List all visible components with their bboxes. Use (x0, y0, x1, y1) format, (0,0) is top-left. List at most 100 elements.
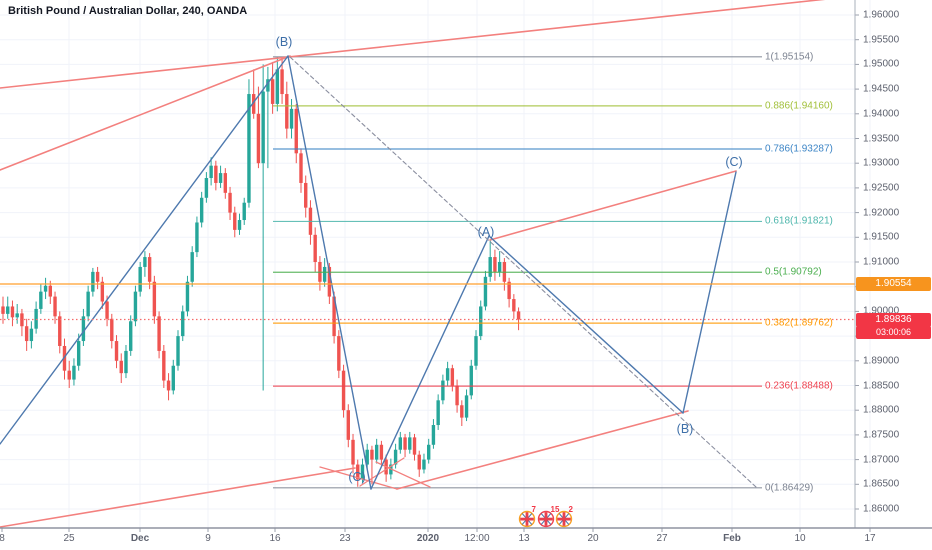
candle-body (275, 69, 280, 104)
candle (214, 160, 218, 191)
candle-body (412, 437, 417, 455)
candle-body (365, 449, 369, 465)
trend-line-support[interactable] (396, 410, 689, 490)
wave-line-b-to-c[interactable] (287, 55, 372, 490)
candle-body (58, 316, 62, 346)
trend-line-left[interactable] (0, 55, 291, 171)
candle (129, 315, 133, 356)
projection-dashed-line[interactable] (289, 56, 757, 488)
candle-body (370, 449, 374, 460)
candle-body (39, 291, 43, 309)
trend-line-mini-1[interactable] (319, 466, 398, 490)
candle-body (199, 197, 204, 223)
candle-body (403, 437, 407, 450)
candle (502, 258, 507, 291)
idea-marker[interactable]: 7 (518, 505, 537, 528)
candle-body (162, 350, 166, 381)
candle (233, 206, 237, 238)
wave-line-rally-to-b[interactable] (0, 55, 289, 445)
candle-body (356, 464, 360, 480)
idea-marker[interactable]: 2 (555, 505, 574, 528)
candle-body (24, 326, 29, 342)
candle (48, 280, 52, 304)
candle (374, 438, 379, 464)
candle (62, 338, 67, 380)
candle (43, 277, 48, 300)
candle (166, 373, 171, 401)
wave-label[interactable]: (C) (348, 470, 366, 484)
candle-body (209, 165, 213, 179)
candle-body (114, 341, 119, 361)
candle-body (110, 318, 114, 342)
candle-body (34, 308, 38, 329)
price-axis-label: 1.93500 (863, 133, 900, 144)
candle-body (214, 165, 218, 183)
candle-body (29, 328, 34, 342)
candle-body (143, 257, 147, 267)
time-axis-label: 8 (0, 533, 5, 544)
trend-line-a-to-c[interactable] (489, 170, 737, 241)
time-axis-label: Dec (130, 533, 150, 544)
time-axis-label: 20 (587, 533, 599, 544)
idea-marker-count: 15 (551, 505, 560, 514)
flag-cross-icon (557, 517, 571, 521)
candle (516, 307, 521, 331)
candle (15, 303, 19, 324)
candle-body (233, 212, 237, 230)
wave-label[interactable]: (C) (725, 155, 743, 169)
candle (427, 438, 431, 464)
wave-label[interactable]: (A) (477, 225, 495, 239)
candle-body (422, 459, 426, 470)
candle (422, 453, 426, 474)
candle (181, 305, 185, 342)
trend-line-mini-3[interactable] (375, 461, 431, 488)
candle (474, 330, 478, 370)
wave-line-c-to-a[interactable] (370, 235, 490, 490)
trend-line-mini-2[interactable] (359, 457, 405, 487)
trend-line-lower-left[interactable] (0, 467, 356, 528)
candle (318, 256, 322, 291)
price-axis-label: 1.95000 (863, 58, 900, 70)
wave-line-b-to-c-target[interactable] (682, 171, 737, 414)
candle (417, 450, 421, 477)
candle-body (124, 350, 128, 374)
candle (412, 433, 417, 461)
candle (270, 61, 275, 114)
trend-line-upper-channel[interactable] (0, 0, 855, 89)
candle-body (147, 257, 152, 282)
price-axis-label: 1.91000 (863, 256, 900, 268)
candle-body (337, 336, 341, 371)
candle-body (190, 252, 194, 282)
idea-marker[interactable]: 15 (537, 505, 560, 528)
candle (67, 360, 71, 388)
candle-body (313, 234, 317, 262)
candle-body (119, 360, 123, 374)
flag-cross-icon (539, 517, 553, 521)
wave-label[interactable]: (B) (275, 35, 293, 49)
candle (403, 433, 407, 458)
fib-level-label: 1(1.95154) (765, 51, 814, 63)
candle-body (6, 306, 10, 314)
candle (332, 291, 336, 344)
wave-label[interactable]: (B) (676, 422, 694, 436)
time-axis-label: 17 (864, 533, 876, 544)
fib-level-label: 0.786(1.93287) (765, 143, 833, 155)
candle (436, 394, 440, 430)
candle (237, 213, 242, 235)
candle-body (304, 182, 308, 208)
price-axis-label: 1.89000 (863, 355, 900, 367)
candle (218, 165, 223, 188)
candle-body (266, 79, 270, 92)
symbol-title[interactable]: British Pound / Australian Dollar, 240, … (8, 5, 248, 17)
candle (256, 86, 261, 169)
candle (308, 200, 313, 245)
candle (100, 276, 105, 309)
candle-body (445, 368, 450, 381)
candle-body (256, 113, 261, 164)
time-axis-label: Feb (723, 533, 741, 544)
time-axis-label: 12:00 (464, 533, 490, 544)
time-axis-label: 27 (656, 533, 668, 544)
wave-line-a-to-b[interactable] (488, 235, 684, 414)
candle-body (493, 257, 497, 272)
